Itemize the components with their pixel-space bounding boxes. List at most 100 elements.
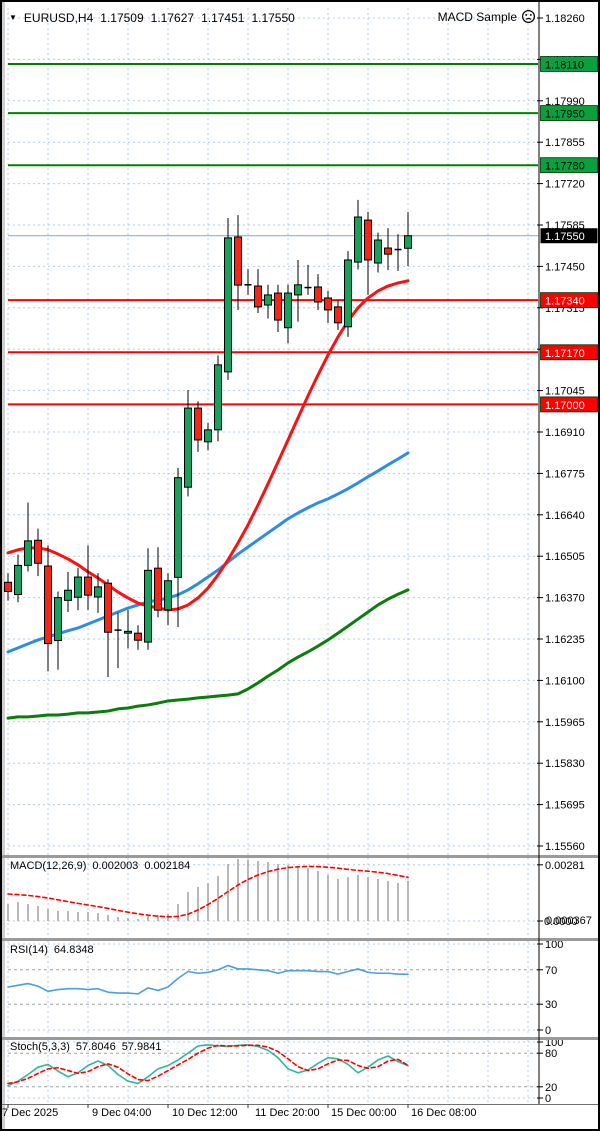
- panel-separator[interactable]: [0, 855, 600, 858]
- bear-candle: [104, 582, 112, 633]
- doji-dash: [114, 629, 122, 631]
- bull-candle: [344, 259, 352, 328]
- price-tick-label: 1.15560: [545, 841, 585, 853]
- bull-candle: [204, 429, 212, 443]
- bear-candle: [44, 565, 52, 645]
- panel-separator[interactable]: [0, 938, 600, 941]
- stoch-k-value: 57.8046: [75, 1041, 116, 1053]
- bull-candle: [64, 589, 72, 601]
- bull-candle: [74, 576, 82, 598]
- bull-candle: [184, 407, 192, 488]
- price-badge-label: 1.17170: [545, 348, 585, 360]
- price-tick-label: 1.16370: [545, 593, 585, 605]
- stoch-axis-label: 0: [545, 1093, 551, 1105]
- bull-candle: [144, 569, 152, 643]
- bull-candle: [374, 239, 382, 264]
- time-axis-label: 16 Dec 08:00: [411, 1107, 477, 1119]
- bull-candle: [264, 294, 272, 306]
- bear-candle: [234, 236, 242, 286]
- stoch-axis-label: 80: [545, 1048, 557, 1060]
- panel-separator[interactable]: [0, 1037, 600, 1040]
- macd-axis-label: 0.0000: [544, 916, 578, 928]
- price-tick-label: 1.15965: [545, 717, 585, 729]
- window-left-edge: [2, 2, 5, 1129]
- price-tick-label: 1.18260: [545, 13, 585, 25]
- bull-candle: [164, 580, 172, 611]
- macd-axis-label: 0.00281: [545, 860, 585, 872]
- price-tick-label: 1.16775: [545, 468, 585, 480]
- price-tick-label: 1.16910: [545, 427, 585, 439]
- stoch-axis-label: 20: [545, 1082, 557, 1094]
- rsi-axis-label: 30: [545, 999, 557, 1011]
- rsi-axis-label: 100: [545, 939, 563, 951]
- bear-candle: [4, 581, 12, 592]
- ea-smiley-icon[interactable]: [521, 9, 536, 24]
- price-tick-label: 1.15695: [545, 800, 585, 812]
- close-value: 1.17550: [251, 11, 295, 25]
- ma-slow-green-line: [6, 588, 410, 720]
- stoch-panel-label: Stoch(5,3,3) 57.8046 57.9841: [10, 1041, 161, 1053]
- price-badge-label: 1.18110: [545, 60, 584, 72]
- price-tick-label: 1.17855: [545, 137, 585, 149]
- rsi-value: 64.8348: [53, 944, 94, 956]
- bull-candle: [24, 540, 32, 566]
- symbol-dropdown-icon[interactable]: ▼: [9, 13, 17, 22]
- price-badge-resistance[interactable]: [540, 56, 598, 72]
- ma-fast-red-line: [6, 279, 410, 612]
- price-badge-support[interactable]: [540, 292, 598, 309]
- rsi-indicator-name: RSI(14): [10, 944, 48, 956]
- symbol-timeframe-label: EURUSD,H4: [23, 11, 94, 25]
- doji-dash: [304, 286, 312, 289]
- bear-candle: [154, 567, 162, 611]
- price-tick-label: 1.15830: [545, 758, 585, 770]
- bear-candle: [134, 632, 142, 641]
- bull-candle: [94, 586, 102, 598]
- ea-name-label: MACD Sample: [437, 9, 517, 24]
- bear-candle: [314, 286, 322, 303]
- bear-candle: [364, 219, 372, 261]
- macd-main-value: 0.002003: [92, 860, 139, 872]
- bear-candle: [194, 407, 202, 441]
- price-tick-label: 1.17450: [545, 261, 585, 273]
- rsi-line: [7, 964, 409, 995]
- rsi-axis-label: 70: [545, 965, 557, 977]
- bear-candle: [384, 247, 392, 255]
- rsi-panel-label: RSI(14) 64.8348: [10, 944, 94, 956]
- high-value: 1.17627: [150, 11, 195, 25]
- macd-axis-label: 0.000367: [546, 915, 592, 927]
- bull-candle: [224, 237, 232, 373]
- doji-dash: [244, 284, 252, 286]
- bear-candle: [254, 285, 262, 308]
- time-axis-label: 7 Dec 2025: [2, 1107, 59, 1119]
- price-badge-support[interactable]: [540, 344, 598, 361]
- bull-candle: [284, 292, 292, 329]
- price-badge-resistance[interactable]: [540, 157, 598, 174]
- bull-candle: [124, 630, 132, 634]
- doji-dash: [394, 248, 402, 251]
- price-tick-label: 1.16235: [545, 634, 585, 646]
- macd-panel-label: MACD(12,26,9) 0.002003 0.002184: [10, 860, 190, 872]
- chart-header: ▼ EURUSD,H4 1.17509 1.17627 1.17451 1.17…: [9, 11, 295, 25]
- price-tick-label: 1.17045: [545, 386, 585, 398]
- ma-mid-blue-line: [6, 451, 410, 654]
- price-tick-label: 1.16505: [545, 551, 585, 563]
- bull-candle: [214, 364, 222, 431]
- time-axis-label: 10 Dec 12:00: [172, 1107, 238, 1119]
- bull-candle: [404, 235, 412, 249]
- bear-candle: [334, 306, 342, 324]
- bear-candle: [34, 539, 42, 564]
- rsi-axis-label: 0: [545, 1025, 551, 1037]
- price-badge-resistance[interactable]: [540, 105, 598, 121]
- price-badge-support[interactable]: [540, 396, 598, 413]
- open-value: 1.17509: [100, 11, 144, 25]
- bull-candle: [54, 597, 62, 642]
- ea-header: MACD Sample: [438, 9, 536, 24]
- stoch-d-line: [7, 1044, 409, 1085]
- price-tick-label: 1.17720: [545, 179, 585, 191]
- time-axis-label: 15 Dec 00:00: [331, 1107, 397, 1119]
- time-axis[interactable]: 7 Dec 2025 9 Dec 04:00 10 Dec 12:00 11 Dec …: [0, 1107, 600, 1127]
- bull-candle: [294, 284, 302, 296]
- price-badge-current[interactable]: [540, 228, 598, 244]
